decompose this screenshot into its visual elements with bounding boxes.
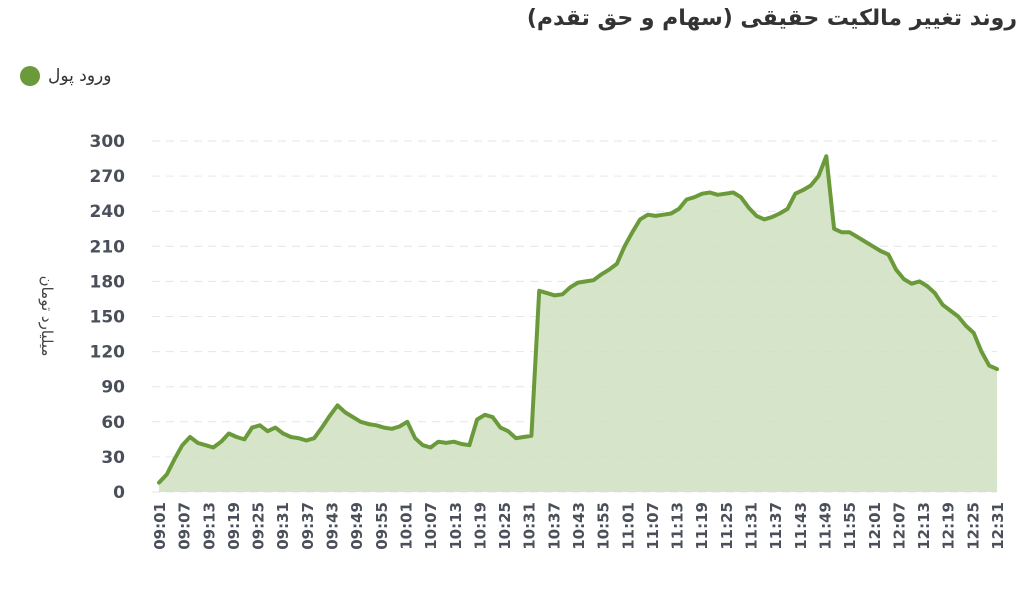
x-tick-label: 09:49	[348, 502, 366, 550]
x-tick-label: 10:55	[595, 502, 613, 550]
y-axis: 0 30 60 90 120 150 180 210 240 270 300	[90, 132, 126, 503]
x-tick-label: 11:55	[841, 502, 859, 550]
x-tick-label: 11:13	[669, 502, 687, 550]
y-tick-label: 270	[90, 167, 126, 187]
x-tick-label: 12:07	[890, 502, 908, 550]
x-tick-label: 12:25	[964, 502, 982, 550]
y-tick-label: 150	[90, 308, 126, 328]
x-tick-label: 12:13	[915, 502, 933, 550]
x-tick-label: 11:01	[619, 502, 637, 550]
x-tick-label: 12:19	[940, 502, 958, 550]
legend-label: ورود پول	[48, 66, 112, 86]
chart-title: روند تغییر مالکیت حقیقی (سهام و حق تقدم)	[526, 6, 1017, 31]
x-tick-label: 09:43	[324, 502, 342, 550]
y-tick-label: 300	[90, 132, 126, 152]
y-tick-label: 90	[101, 378, 125, 398]
x-tick-label: 11:37	[767, 502, 785, 550]
x-tick-label: 12:01	[866, 502, 884, 550]
x-tick-label: 12:31	[989, 502, 1007, 550]
x-tick-label: 09:55	[373, 502, 391, 550]
y-tick-label: 210	[90, 237, 126, 257]
y-tick-label: 240	[90, 202, 126, 222]
y-tick-label: 0	[113, 483, 125, 503]
x-tick-label: 11:43	[792, 502, 810, 550]
x-tick-label: 09:13	[200, 502, 218, 550]
x-tick-label: 11:19	[693, 502, 711, 550]
legend-item[interactable]: ورود پول	[20, 66, 111, 86]
x-tick-label: 10:13	[447, 502, 465, 550]
x-tick-label: 09:01	[151, 502, 169, 550]
x-axis: 09:01 09:07 09:13 09:19 09:25 09:31 09:37 09:43…	[151, 502, 1007, 550]
x-tick-label: 10:07	[422, 502, 440, 550]
x-tick-label: 10:19	[471, 502, 489, 550]
y-tick-label: 60	[101, 413, 125, 433]
x-tick-label: 10:37	[545, 502, 563, 550]
x-tick-label: 09:25	[250, 502, 268, 550]
x-tick-label: 09:37	[299, 502, 317, 550]
y-tick-label: 180	[90, 272, 126, 292]
x-tick-label: 10:25	[496, 502, 514, 550]
series-line[interactable]	[157, 154, 999, 485]
y-tick-label: 120	[90, 343, 126, 363]
x-tick-label: 10:43	[570, 502, 588, 550]
x-tick-label: 11:31	[743, 502, 761, 550]
x-tick-label: 11:25	[718, 502, 736, 550]
x-tick-label: 09:19	[225, 502, 243, 550]
x-tick-label: 11:49	[816, 502, 834, 550]
legend-marker	[20, 66, 40, 86]
y-axis-label: میلیارد تومان	[38, 276, 56, 357]
x-tick-label: 10:01	[397, 502, 415, 550]
y-tick-label: 30	[101, 448, 125, 468]
series-area	[157, 154, 999, 492]
x-tick-label: 11:07	[644, 502, 662, 550]
x-tick-label: 10:31	[521, 502, 539, 550]
series-area-fill	[159, 156, 997, 492]
x-tick-label: 09:31	[274, 502, 292, 550]
x-tick-label: 09:07	[176, 502, 194, 550]
